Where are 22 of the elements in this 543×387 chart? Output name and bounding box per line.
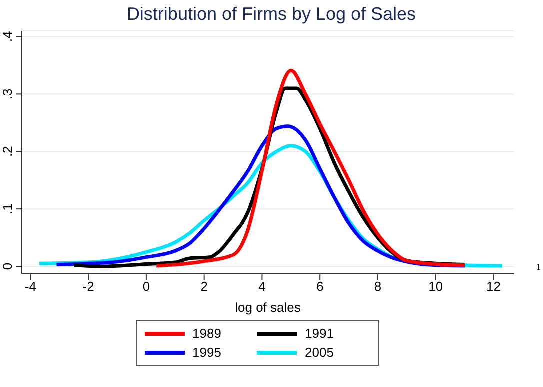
chart-title: Distribution of Firms by Log of Sales (126, 4, 418, 25)
legend-label: 1989 (192, 326, 222, 341)
x-tick-label: 4 (258, 279, 266, 294)
y-tick-label: .2 (0, 146, 15, 158)
text: 1 (536, 262, 541, 272)
x-axis-title: log of sales (235, 300, 302, 315)
y-tick-label: .3 (0, 88, 15, 100)
legend-label: 1995 (192, 345, 222, 360)
line-series (154, 68, 467, 268)
x-tick-label: 0 (142, 279, 150, 294)
x-tick-label: 12 (486, 279, 501, 294)
x-tick-label: 8 (374, 279, 382, 294)
y-tick-label: .1 (0, 204, 15, 215)
legend-label: 2005 (305, 345, 334, 360)
legend-label: 1991 (305, 326, 334, 341)
x-tick-label: 2 (200, 279, 208, 294)
x-tick-label: -4 (24, 279, 36, 294)
x-tick-label: 10 (428, 279, 444, 294)
x-tick-label: 6 (316, 279, 324, 294)
y-tick-label: .4 (0, 31, 15, 42)
y-tick-label: 0 (0, 262, 15, 270)
x-tick-label: -2 (82, 279, 94, 294)
